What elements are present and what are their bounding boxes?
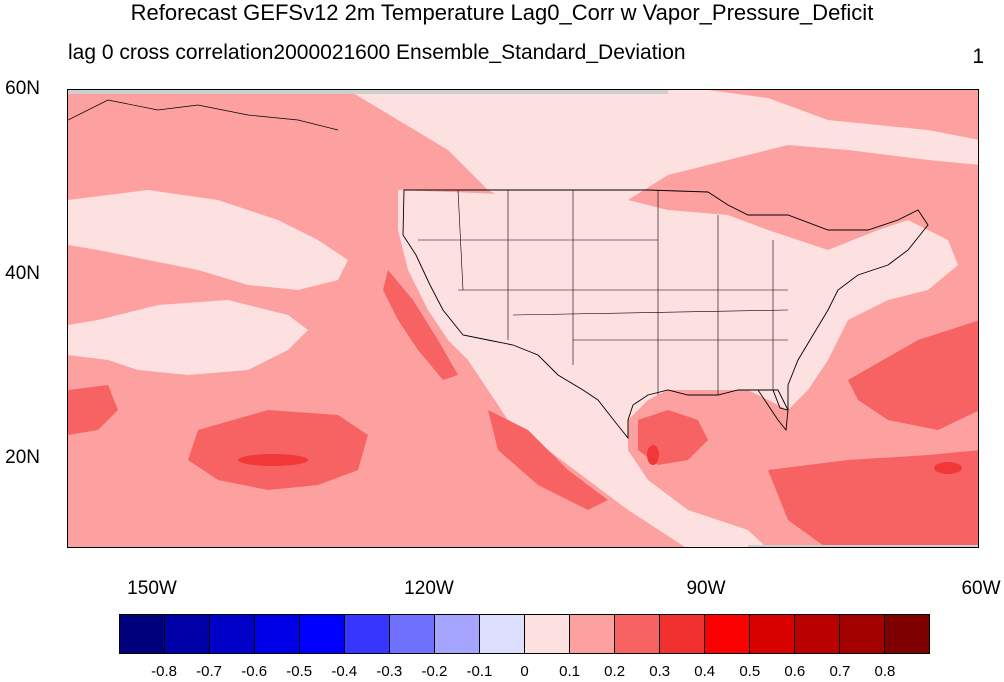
shade-caribbean-deep [934,462,962,474]
colorbar-box [750,615,795,653]
colorbar-tick-label: -0.6 [241,663,268,680]
colorbar-box [525,615,570,653]
colorbar-tick-label: -0.2 [421,663,448,680]
colorbar-box [300,615,345,653]
state-borders [418,189,789,395]
colorbar-box [615,615,660,653]
shade-pacific-light-2 [68,300,308,375]
missing-data-bottom [748,545,978,547]
colorbar-box [660,615,705,653]
colorbar-tick-label: -0.1 [466,663,493,680]
colorbar-tick-label: 0.3 [649,663,671,680]
shade-us-light [398,190,958,547]
colorbar-box [435,615,480,653]
colorbar-tick-label: -0.4 [331,663,358,680]
colorbar-tick-label: -0.5 [286,663,313,680]
colorbar-tick-label: -0.7 [196,663,223,680]
chart-subtitle: lag 0 cross correlation2000021600 Ensemb… [68,41,686,64]
colorbar-tick-label: 0 [520,663,529,680]
colorbar-tick-label: 0.8 [874,663,896,680]
colorbar-tick-label: 0.6 [784,663,806,680]
colorbar-box [165,615,210,653]
shade-coast-strong [383,270,458,380]
colorbar-box [705,615,750,653]
colorbar-box [345,615,390,653]
shade-atlantic-strong-2 [768,450,978,547]
shade-pacific-strong-2 [68,385,118,435]
lon-label-150w: 150W [127,578,177,599]
shade-pacific-deep [238,454,308,466]
map-plot-area [67,89,979,548]
shade-atlantic-strong-1 [848,320,978,430]
shade-gulf-deep [647,445,659,465]
map-svg [68,90,978,547]
colorbar-box [390,615,435,653]
shade-baja-strong [488,410,608,510]
lon-label-90w: 90W [686,578,726,599]
colorbar-box [480,615,525,653]
shade-pacific-strong-1 [188,410,368,490]
alaska-coast [68,99,339,131]
lon-label-60w: 60W [961,578,1001,599]
colorbar-tick-label: -0.8 [151,663,177,680]
colorbar-box [210,615,255,653]
lat-label-20n: 20N [5,447,40,468]
lon-label-120w: 120W [404,578,454,599]
missing-data-top [68,90,668,94]
chart-right-label: 1 [972,45,984,68]
colorbar-box [120,615,165,653]
chart-title: Reforecast GEFSv12 2m Temperature Lag0_C… [130,0,874,25]
colorbar-box [840,615,885,653]
colorbar-box [885,615,929,653]
colorbar-box [255,615,300,653]
colorbar-tick-label: 0.5 [739,663,761,680]
colorbar-tick-label: 0.1 [559,663,580,680]
colorbar-tick-label: -0.3 [376,663,403,680]
shade-pacific-light-1 [68,190,348,290]
lat-label-40n: 40N [5,263,40,284]
colorbar-tick-label: 0.4 [694,663,716,680]
lat-label-60n: 60N [5,78,40,99]
colorbar [119,614,930,654]
colorbar-tick-label: 0.7 [829,663,851,680]
colorbar-tick-label: 0.2 [604,663,626,680]
colorbar-box [795,615,840,653]
florida-outline [757,389,789,432]
colorbar-box [570,615,615,653]
shade-north-light [348,90,978,240]
